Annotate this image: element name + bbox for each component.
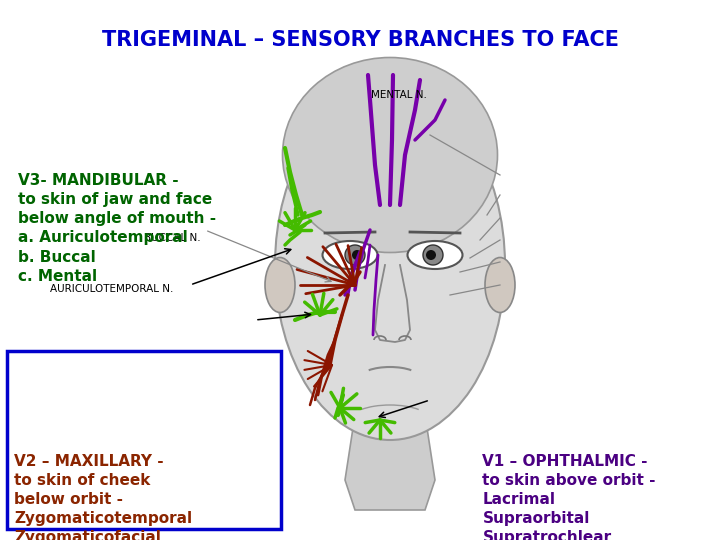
Text: AURICULOTEMPORAL N.: AURICULOTEMPORAL N.	[50, 284, 174, 294]
Ellipse shape	[265, 258, 295, 313]
Ellipse shape	[282, 57, 498, 253]
Circle shape	[345, 245, 365, 265]
Text: V2 – MAXILLARY -
to skin of cheek
below orbit -
Zygomaticotemporal
Zygomaticofac: V2 – MAXILLARY - to skin of cheek below …	[14, 454, 192, 540]
Circle shape	[426, 250, 436, 260]
Polygon shape	[345, 415, 435, 510]
Circle shape	[352, 250, 362, 260]
Text: BUCCAL N.: BUCCAL N.	[144, 233, 201, 242]
Text: TRIGEMINAL – SENSORY BRANCHES TO FACE: TRIGEMINAL – SENSORY BRANCHES TO FACE	[102, 30, 618, 50]
Ellipse shape	[408, 241, 462, 269]
Text: V3- MANDIBULAR -
to skin of jaw and face
below angle of mouth -
a. Auriculotempo: V3- MANDIBULAR - to skin of jaw and face…	[18, 173, 216, 284]
Ellipse shape	[275, 90, 505, 440]
Text: V1 – OPHTHALMIC -
to skin above orbit -
Lacrimal
Supraorbital
Supratrochlear
Inf: V1 – OPHTHALMIC - to skin above orbit - …	[482, 454, 663, 540]
Ellipse shape	[485, 258, 515, 313]
Ellipse shape	[323, 241, 377, 269]
Circle shape	[423, 245, 443, 265]
Text: MENTAL N.: MENTAL N.	[371, 90, 427, 99]
